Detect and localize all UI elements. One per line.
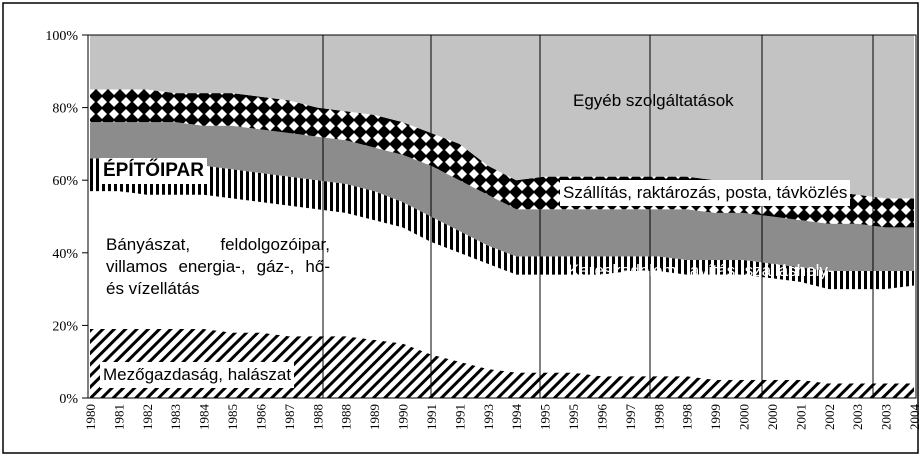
series-label-box: Mezőgazdaság, halászat (100, 362, 295, 388)
series-label: Egyéb szolgáltatások (573, 91, 734, 110)
x-tick-label: 1986 (253, 404, 268, 431)
y-tick-label: 80% (52, 102, 78, 117)
x-tick-label: 1997 (623, 404, 638, 431)
y-tick-label: 20% (52, 319, 78, 334)
x-tick-label: 2004 (907, 404, 922, 431)
series-label-box: ÉPÍTŐIPAR (100, 158, 207, 184)
series-label: Szállítás, raktározás, posta, távközlés (560, 180, 851, 206)
series-label-box: Bányászat, feldolgozóipar, villamos ener… (106, 235, 330, 298)
x-tick-label: 1999 (708, 404, 723, 430)
area (90, 122, 914, 271)
x-tick-label: 1990 (396, 404, 411, 430)
area (90, 35, 914, 199)
x-tick-label: 1984 (197, 404, 212, 431)
x-tick-label: 2001 (793, 404, 808, 430)
x-tick-label: 2002 (822, 404, 837, 430)
x-tick-label: 1985 (225, 404, 240, 430)
series-label: Bányászat, feldolgozóipar, villamos ener… (106, 235, 330, 298)
x-tick-label: 1987 (282, 404, 297, 431)
x-tick-label: 1994 (509, 404, 524, 431)
y-tick-label: 100% (45, 29, 78, 44)
x-tick-label: 1993 (481, 404, 496, 430)
y-tick-label: 60% (52, 174, 78, 189)
x-tick-label: 2000 (737, 404, 752, 430)
x-tick-label: 2003 (879, 404, 894, 430)
y-tick-label: 40% (52, 247, 78, 262)
series-label-box: Egyéb szolgáltatások (573, 91, 734, 110)
x-tick-label: 1980 (83, 404, 98, 430)
x-tick-label: 1989 (367, 404, 382, 430)
x-tick-label: 1991 (452, 404, 467, 430)
series-label-box: Kereskedelem, javítás, szálláshely-szolg… (568, 261, 834, 284)
area (90, 191, 914, 384)
x-tick-label: 2000 (765, 404, 780, 430)
x-tick-label: 1998 (651, 404, 666, 430)
y-tick-label: 0% (59, 392, 78, 407)
x-tick-label: 1995 (538, 404, 553, 430)
x-tick-label: 1983 (168, 404, 183, 430)
plot-border (87, 34, 917, 399)
x-tick-label: 1996 (594, 404, 609, 431)
x-tick-label: 1995 (566, 404, 581, 430)
area (90, 158, 914, 290)
series-label: ÉPÍTŐIPAR (100, 158, 207, 184)
x-tick-label: 1988 (310, 404, 325, 430)
x-tick-label: 1988 (339, 404, 354, 430)
series-label: Kereskedelem, javítás, szálláshely-szolg… (568, 261, 834, 284)
area (90, 329, 914, 398)
x-tick-label: 1991 (424, 404, 439, 430)
series-label-box: Szállítás, raktározás, posta, távközlés (560, 180, 851, 206)
x-tick-label: 1982 (140, 404, 155, 430)
x-tick-label: 2003 (850, 404, 865, 430)
x-tick-label: 1998 (680, 404, 695, 430)
series-label: Mezőgazdaság, halászat (100, 362, 295, 388)
x-tick-label: 1981 (111, 404, 126, 430)
